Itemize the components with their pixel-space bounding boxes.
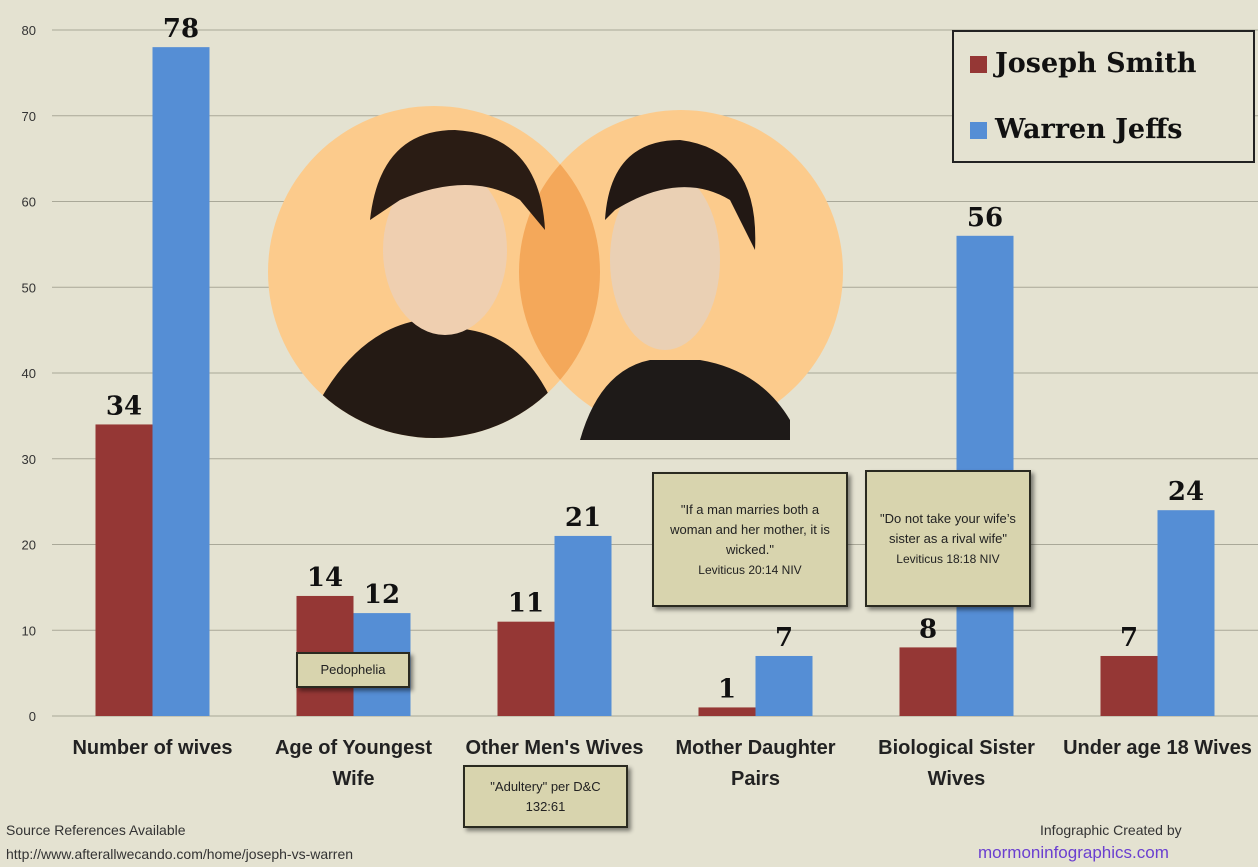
value-label: 24 <box>1168 477 1204 507</box>
y-tick-label: 30 <box>22 452 36 467</box>
y-tick-label: 80 <box>22 23 36 38</box>
annotation-text: "Adultery" per D&C 132:61 <box>473 777 618 817</box>
infographic: 01020304050607080 34781412112117856724 J… <box>0 0 1258 867</box>
value-label: 78 <box>163 14 199 44</box>
y-tick-label: 70 <box>22 109 36 124</box>
bar <box>1101 656 1158 716</box>
y-tick-label: 60 <box>22 195 36 210</box>
legend-label: Joseph Smith <box>995 48 1197 79</box>
annotation-source: Leviticus 20:14 NIV <box>662 560 838 580</box>
x-tick-label: Other Men's Wives <box>457 733 653 764</box>
y-tick-label: 50 <box>22 280 36 295</box>
annotation-text: "Do not take your wife’s sister as a riv… <box>875 509 1021 549</box>
credit-site: mormoninfographics.com <box>978 843 1169 863</box>
annotation: "If a man marries both a woman and her m… <box>652 472 848 607</box>
x-tick-label: Biological Sister Wives <box>859 733 1055 795</box>
credit: Infographic Created by <box>1040 822 1182 838</box>
annotation-source: Leviticus 18:18 NIV <box>875 549 1021 569</box>
legend-item: Joseph Smith <box>970 48 1197 79</box>
value-label: 34 <box>106 391 142 421</box>
y-tick-label: 20 <box>22 538 36 553</box>
legend: Joseph Smith Warren Jeffs <box>952 30 1255 163</box>
y-tick-label: 40 <box>22 366 36 381</box>
x-tick-label: Mother Daughter Pairs <box>658 733 854 795</box>
legend-label: Warren Jeffs <box>995 114 1182 145</box>
legend-swatch <box>970 56 987 73</box>
annotation: Pedophelia <box>296 652 410 688</box>
source-url: http://www.afterallwecando.com/home/jose… <box>6 846 353 862</box>
value-label: 21 <box>565 503 601 533</box>
page: 01020304050607080 34781412112117856724 J… <box>0 0 1258 867</box>
annotation-text: Pedophelia <box>306 660 400 680</box>
bar <box>756 656 813 716</box>
annotation: "Adultery" per D&C 132:61 <box>463 765 628 828</box>
value-label: 8 <box>919 614 937 644</box>
bar <box>900 647 957 716</box>
bar <box>699 707 756 716</box>
value-label: 7 <box>775 623 793 653</box>
annotation-text: "If a man marries both a woman and her m… <box>662 500 838 560</box>
legend-item: Warren Jeffs <box>970 114 1182 145</box>
x-tick-label: Number of wives <box>55 733 251 764</box>
bar <box>555 536 612 716</box>
value-label: 7 <box>1120 623 1138 653</box>
bar <box>498 622 555 716</box>
legend-swatch <box>970 122 987 139</box>
bar <box>1158 510 1215 716</box>
x-tick-label: Age of Youngest Wife <box>256 733 452 795</box>
value-label: 56 <box>967 203 1003 233</box>
bar <box>153 47 210 716</box>
value-label: 12 <box>364 580 400 610</box>
annotation: "Do not take your wife’s sister as a riv… <box>865 470 1031 607</box>
y-tick-label: 10 <box>22 623 36 638</box>
y-tick-label: 0 <box>29 709 36 724</box>
portraits <box>268 106 843 450</box>
bar <box>96 424 153 716</box>
x-tick-label: Under age 18 Wives <box>1060 733 1256 764</box>
source-note: Source References Available <box>6 822 186 838</box>
value-label: 1 <box>718 674 736 704</box>
value-label: 11 <box>508 589 544 619</box>
value-label: 14 <box>307 563 343 593</box>
